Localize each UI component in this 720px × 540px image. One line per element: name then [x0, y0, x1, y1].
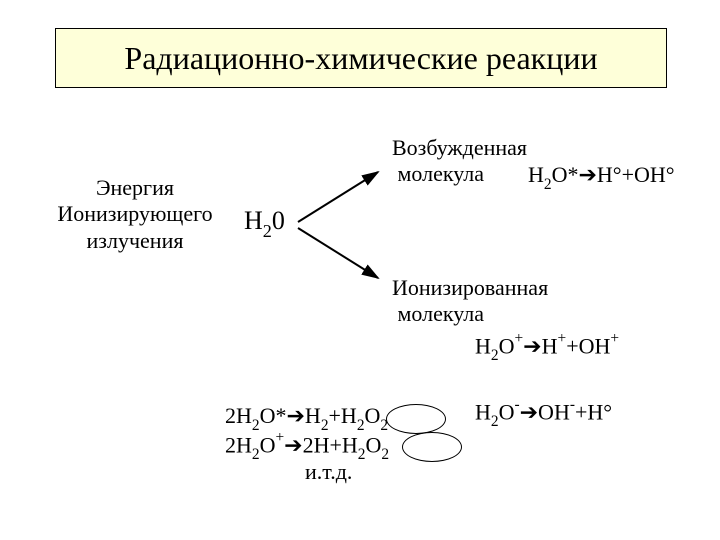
ionized-equation-1: H2O+➔H++OH+	[475, 332, 619, 364]
ellipse-highlight-2	[402, 432, 462, 462]
arrow-down	[298, 228, 378, 278]
bottom-equation-1: 2H2O*➔H2+H2O2	[225, 403, 388, 434]
slide-root: Радиационно-химические реакции ЭнергияИо…	[0, 0, 720, 540]
ionized-equation-2: H2O-➔OH-+H°	[475, 398, 612, 430]
ellipse-highlight-1	[386, 404, 446, 434]
ionized-label: Ионизированная молекула	[392, 275, 548, 328]
bottom-etc: и.т.д.	[305, 459, 352, 485]
excited-label: Возбужденная молекула	[392, 135, 527, 188]
excited-equation: H2O*➔H°+OH°	[528, 162, 675, 193]
arrow-up	[298, 172, 378, 222]
